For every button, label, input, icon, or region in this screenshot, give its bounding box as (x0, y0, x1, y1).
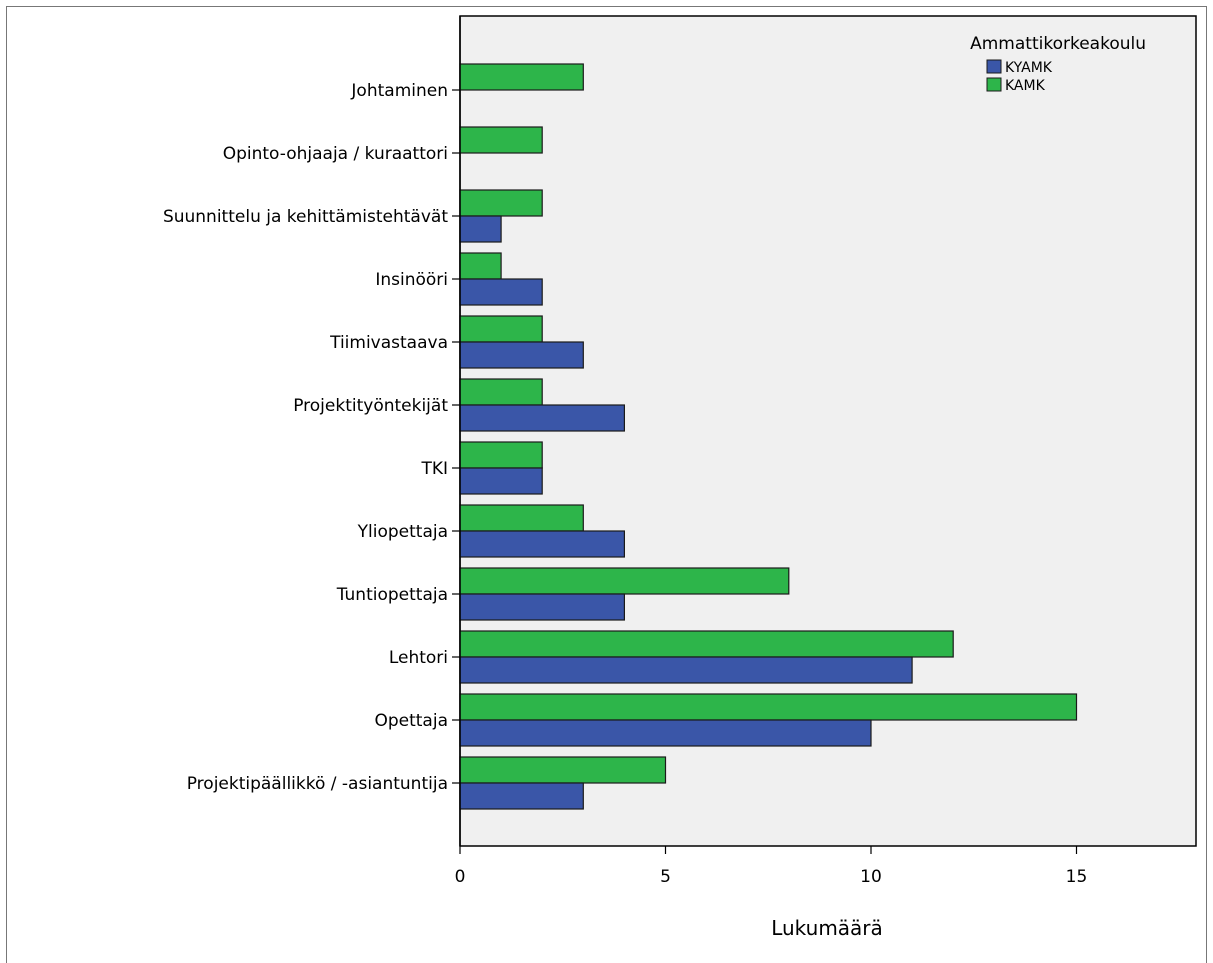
bar-kyamk (459, 782, 584, 810)
x-tick-label: 15 (1066, 867, 1088, 887)
x-tick-label: 5 (660, 867, 671, 887)
legend-label: KYAMK (1005, 60, 1053, 76)
y-tick-label: Projektipäällikkö / -asiantuntija (187, 774, 448, 794)
y-tick-label: Insinööri (375, 270, 448, 290)
x-axis-title: Lukumäärä (771, 916, 883, 940)
bar-kyamk (459, 530, 625, 558)
y-tick-label: Tiimivastaava (329, 333, 448, 353)
bar-kyamk (459, 341, 584, 369)
y-tick-label: Suunnittelu ja kehittämistehtävät (163, 207, 448, 227)
bar-kyamk (459, 278, 543, 306)
bar-kamk (459, 693, 1078, 721)
y-tick-label: Yliopettaja (357, 522, 448, 542)
bar-kamk (459, 630, 954, 658)
legend-items: KYAMK KAMK (986, 59, 1053, 94)
legend-swatch (986, 77, 1002, 92)
bar-kamk (459, 252, 502, 280)
y-tick-label: Lehtori (389, 648, 448, 668)
bar-kamk (459, 63, 584, 91)
bar-kyamk (459, 404, 625, 432)
y-tick-label: TKI (420, 459, 448, 479)
legend: Ammattikorkeakoulu KYAMK KAMK (970, 34, 1146, 94)
chart-frame (6, 6, 1207, 963)
bar-kamk (459, 504, 584, 532)
y-tick-label: Projektityöntekijät (293, 396, 448, 416)
x-axis: 0 5 10 15 (455, 846, 1088, 887)
bar-kyamk (459, 467, 543, 495)
legend-label: KAMK (1005, 78, 1046, 94)
bar-kamk (459, 315, 543, 343)
bar-kamk (459, 378, 543, 406)
bar-kamk (459, 126, 543, 154)
legend-title: Ammattikorkeakoulu (970, 34, 1146, 54)
x-tick-label: 0 (455, 867, 466, 887)
bar-kyamk (459, 593, 625, 621)
y-axis: Johtaminen Opinto-ohjaaja / kuraattori Suu… (163, 16, 461, 846)
y-tick-label: Opettaja (374, 711, 448, 731)
bar-kyamk (459, 656, 913, 684)
y-tick-label: Johtaminen (350, 81, 448, 101)
legend-swatch (986, 59, 1002, 74)
bar-kamk (459, 441, 543, 469)
x-tick-label: 10 (860, 867, 882, 887)
y-tick-label: Tuntiopettaja (336, 585, 448, 605)
y-tick-label: Opinto-ohjaaja / kuraattori (223, 144, 448, 164)
bar-kyamk (459, 215, 502, 243)
bar-kyamk (459, 719, 872, 747)
bar-kamk (459, 756, 667, 784)
bars-group (459, 63, 1078, 810)
bar-kamk (459, 567, 790, 595)
bar-kamk (459, 189, 543, 217)
